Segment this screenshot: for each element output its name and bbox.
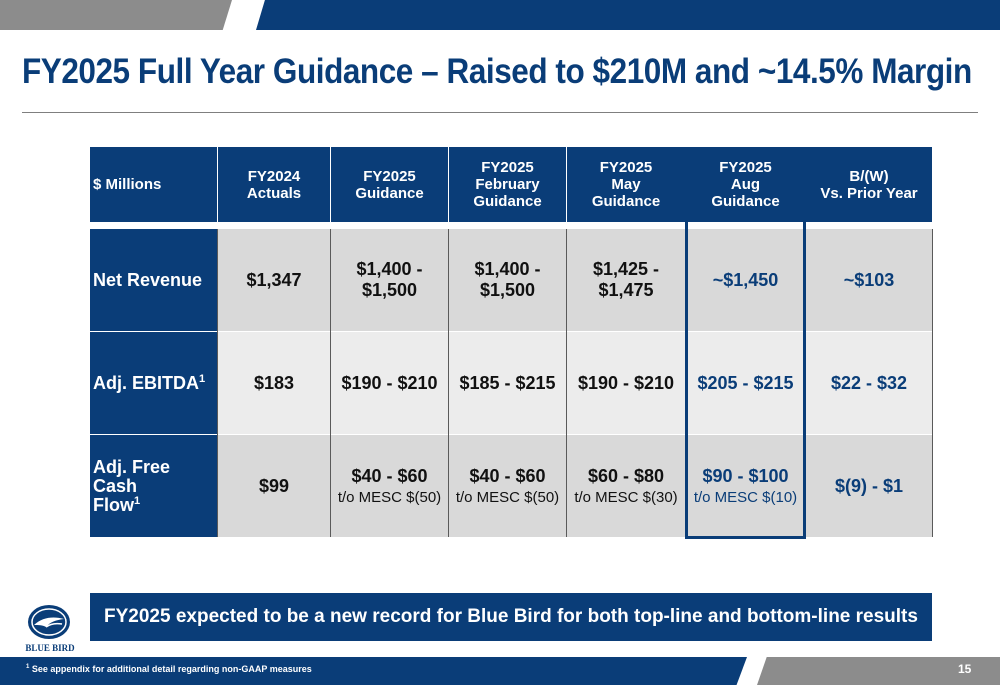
cell-subnote: t/o MESC $(10) xyxy=(693,489,798,506)
cell-value: ~$1,450 xyxy=(712,269,779,290)
footnote-marker: 1 xyxy=(134,494,141,507)
header-line: Guidance xyxy=(355,184,424,202)
header-line: FY2025 xyxy=(599,159,653,176)
table-cell: $190 - $210 xyxy=(567,332,685,434)
cell-value: $205 - $215 xyxy=(697,372,794,393)
table-cell: $190 - $210 xyxy=(331,332,448,434)
cell-value: $185 - $215 xyxy=(459,372,556,393)
row-label-text: Adj. Free Cash Flow xyxy=(93,456,171,515)
header-cell-1: FY2024 Actuals xyxy=(218,147,330,222)
table-cell: $90 - $100 t/o MESC $(10) xyxy=(686,435,805,537)
table-cell: $185 - $215 xyxy=(449,332,566,434)
table-cell: $1,425 - $1,475 xyxy=(567,229,685,331)
cell-value: $40 - $60 xyxy=(351,466,428,486)
header-line: Guidance xyxy=(711,193,780,210)
table-cell: $60 - $80 t/o MESC $(30) xyxy=(567,435,685,537)
aug-guidance-highlight xyxy=(685,147,806,539)
cell-value: $90 - $100 xyxy=(702,466,789,486)
row-label-1: Adj. EBITDA1 xyxy=(90,332,217,434)
row-label-2: Adj. Free Cash Flow1 xyxy=(90,435,217,537)
column-divider xyxy=(566,229,567,537)
cell-value: $190 - $210 xyxy=(577,372,675,393)
title-divider xyxy=(22,112,978,113)
blue-bird-logo-icon xyxy=(28,605,70,639)
header-line: B/(W) xyxy=(849,167,889,185)
row-label-text: Net Revenue xyxy=(93,269,203,290)
row-label-text: Adj. EBITDA xyxy=(93,372,199,393)
cell-value: $183 xyxy=(253,372,295,393)
cell-value: $1,425 - $1,475 xyxy=(592,259,660,300)
cell-value: $40 - $60 xyxy=(469,466,546,486)
table-cell: $22 - $32 xyxy=(806,332,932,434)
cell-value: ~$103 xyxy=(843,269,895,290)
header-line: February xyxy=(475,176,540,193)
header-line: Vs. Prior Year xyxy=(820,184,918,202)
table-cell: $99 xyxy=(218,435,330,537)
header-cell-3: FY2025 February Guidance xyxy=(449,147,566,222)
top-gray-band xyxy=(0,0,232,30)
top-blue-band xyxy=(256,0,1000,30)
table-cell: ~$1,450 xyxy=(686,229,805,331)
cell-value: $22 - $32 xyxy=(830,372,908,393)
header-line: FY2025 xyxy=(481,159,534,176)
footnote-marker: 1 xyxy=(199,372,206,385)
page-title: FY2025 Full Year Guidance – Raised to $2… xyxy=(22,52,972,91)
table-cell: $1,400 - $1,500 xyxy=(449,229,566,331)
header-line: Guidance xyxy=(591,193,661,210)
header-line: FY2025 xyxy=(719,159,772,176)
header-line: $ Millions xyxy=(93,176,162,193)
table-cell: $1,347 xyxy=(218,229,330,331)
header-line: Aug xyxy=(730,176,761,193)
header-cell-4: FY2025 May Guidance xyxy=(567,147,685,222)
record-banner: FY2025 expected to be a new record for B… xyxy=(90,593,932,641)
column-divider xyxy=(932,229,933,537)
cell-value: $60 - $80 xyxy=(587,466,665,486)
cell-value: $1,400 - $1,500 xyxy=(474,259,541,300)
row-label-0: Net Revenue xyxy=(90,229,217,331)
header-cell-0: $ Millions xyxy=(90,147,217,222)
header-cell-6: B/(W) Vs. Prior Year xyxy=(806,147,932,222)
cell-value: $1,347 xyxy=(246,269,302,290)
header-cell-2: FY2025 Guidance xyxy=(331,147,448,222)
footnote: 1 See appendix for additional detail reg… xyxy=(26,664,312,674)
logo-wordmark: BLUE BIRD xyxy=(25,643,75,653)
cell-value: $99 xyxy=(258,475,290,496)
table-cell: $(9) - $1 xyxy=(806,435,932,537)
header-line: Actuals xyxy=(246,184,302,202)
cell-value: $190 - $210 xyxy=(341,372,438,393)
cell-value: $1,400 - $1,500 xyxy=(356,259,423,300)
table-cell: $205 - $215 xyxy=(686,332,805,434)
cell-subnote: t/o MESC $(30) xyxy=(574,489,678,506)
footer-gray-band xyxy=(757,657,1000,685)
table-cell: $40 - $60 t/o MESC $(50) xyxy=(449,435,566,537)
table-cell: ~$103 xyxy=(806,229,932,331)
cell-value: $(9) - $1 xyxy=(834,475,904,496)
header-line: FY2025 xyxy=(363,167,416,185)
table-cell: $40 - $60 t/o MESC $(50) xyxy=(331,435,448,537)
header-cell-5: FY2025 Aug Guidance xyxy=(686,147,805,222)
column-divider xyxy=(448,229,449,537)
table-cell: $183 xyxy=(218,332,330,434)
cell-subnote: t/o MESC $(50) xyxy=(337,489,442,506)
footer-blue-band xyxy=(0,657,747,685)
page-number: 15 xyxy=(958,662,972,676)
header-line: Guidance xyxy=(473,193,542,210)
column-divider xyxy=(217,229,218,537)
table-cell: $1,400 - $1,500 xyxy=(331,229,448,331)
cell-subnote: t/o MESC $(50) xyxy=(455,489,560,506)
column-divider xyxy=(330,229,331,537)
header-line: May xyxy=(611,176,641,193)
header-line: FY2024 xyxy=(247,167,301,185)
